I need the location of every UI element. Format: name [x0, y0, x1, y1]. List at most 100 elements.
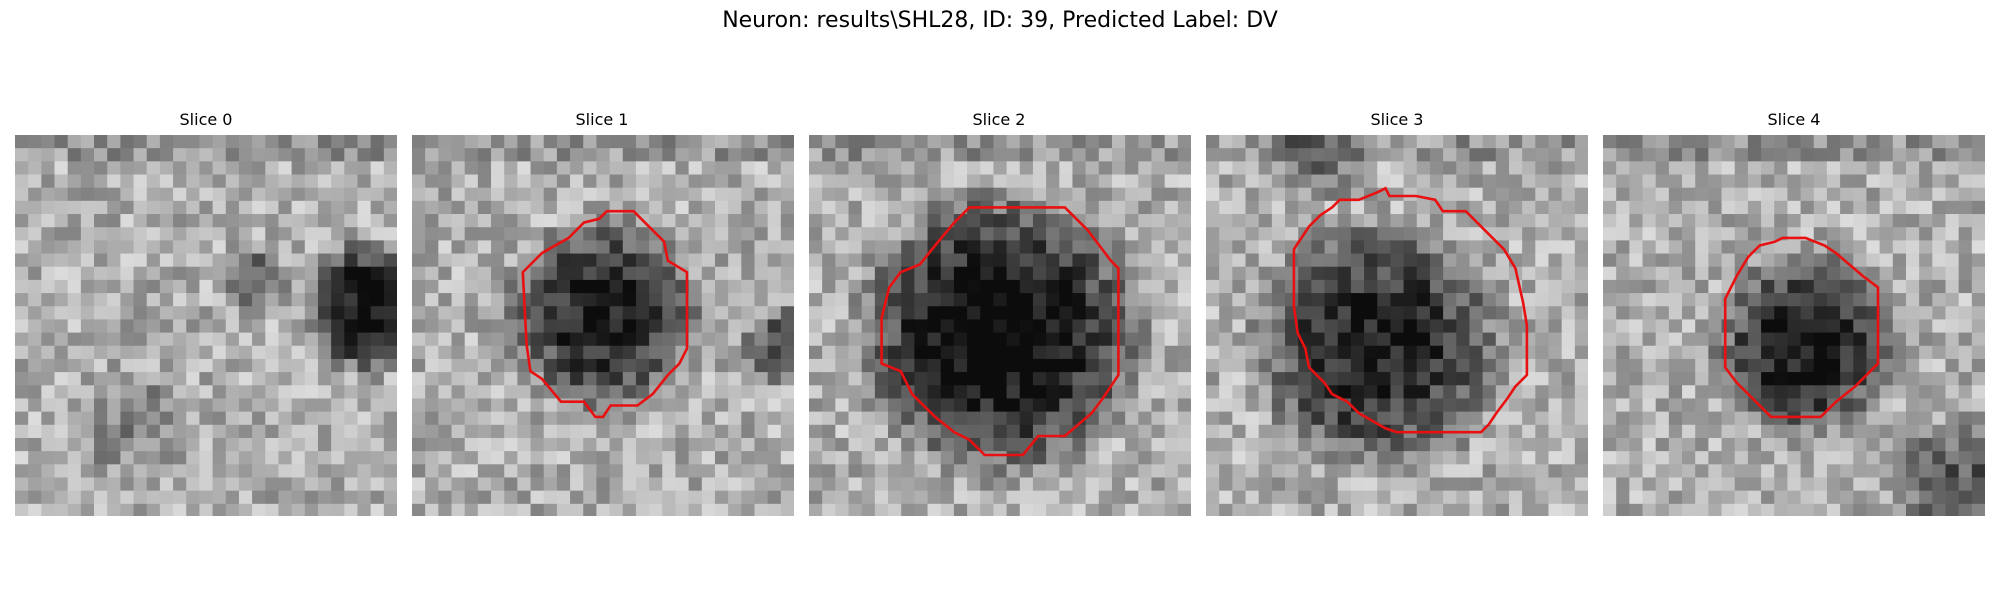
image-pixel — [238, 437, 253, 452]
image-pixel — [41, 358, 56, 373]
image-pixel — [159, 451, 174, 465]
image-pixel — [225, 161, 240, 176]
image-pixel — [1603, 293, 1617, 307]
image-pixel — [451, 358, 466, 373]
image-pixel — [477, 437, 492, 452]
image-pixel — [451, 437, 466, 452]
image-pixel — [901, 464, 915, 479]
image-pixel — [888, 332, 902, 347]
image-pixel — [835, 398, 850, 413]
image-pixel — [835, 332, 850, 347]
image-pixel — [199, 385, 214, 400]
image-pixel — [940, 174, 955, 189]
image-pixel — [67, 266, 82, 281]
image-pixel — [28, 240, 42, 255]
image-pixel — [1879, 200, 1894, 215]
image-pixel — [543, 345, 558, 360]
image-pixel — [1522, 490, 1536, 505]
image-pixel — [41, 135, 56, 149]
image-pixel — [357, 385, 372, 400]
image-pixel — [278, 200, 293, 215]
image-pixel — [1032, 464, 1047, 479]
image-pixel — [901, 437, 915, 452]
image-pixel — [1085, 214, 1100, 228]
image-pixel — [1905, 135, 1920, 149]
image-pixel — [1085, 503, 1100, 516]
image-pixel — [133, 372, 148, 386]
image-pixel — [809, 253, 823, 268]
image-pixel — [530, 266, 545, 281]
image-pixel — [1574, 266, 1588, 281]
image-pixel — [1561, 240, 1576, 255]
image-pixel — [848, 306, 863, 321]
image-pixel — [543, 358, 558, 373]
image-pixel — [1708, 279, 1723, 294]
image-pixel — [1708, 306, 1723, 321]
image-pixel — [425, 161, 439, 176]
image-pixel — [1682, 398, 1696, 413]
image-pixel — [1390, 200, 1405, 215]
image-pixel — [530, 332, 545, 347]
image-pixel — [357, 319, 372, 334]
image-pixel — [662, 437, 677, 452]
image-pixel — [107, 266, 121, 281]
image-pixel — [1813, 332, 1828, 347]
image-pixel — [754, 200, 769, 215]
image-pixel — [609, 135, 624, 149]
image-pixel — [861, 148, 876, 162]
image-pixel — [953, 135, 968, 149]
image-pixel — [1138, 372, 1153, 386]
image-pixel — [1072, 345, 1087, 360]
image-pixel — [1164, 464, 1179, 479]
image-pixel — [94, 214, 108, 228]
image-pixel — [464, 253, 479, 268]
image-pixel — [491, 174, 505, 189]
image-pixel — [28, 411, 42, 426]
image-pixel — [1932, 240, 1947, 255]
image-pixel — [291, 240, 306, 255]
image-pixel — [28, 477, 42, 492]
image-pixel — [967, 451, 981, 465]
image-pixel — [1603, 214, 1617, 228]
image-pixel — [1548, 490, 1563, 505]
image-pixel — [1443, 490, 1457, 505]
image-pixel — [1708, 319, 1723, 334]
image-pixel — [425, 293, 439, 307]
image-pixel — [1561, 227, 1576, 241]
image-pixel — [1311, 240, 1326, 255]
image-pixel — [1443, 279, 1457, 294]
image-pixel — [331, 135, 345, 149]
image-pixel — [1853, 214, 1868, 228]
image-pixel — [583, 345, 598, 360]
image-pixel — [291, 477, 306, 492]
image-pixel — [767, 345, 782, 360]
image-pixel — [1774, 372, 1789, 386]
image-pixel — [304, 398, 319, 413]
image-pixel — [1245, 161, 1260, 176]
image-pixel — [1734, 200, 1749, 215]
image-pixel — [556, 135, 571, 149]
image-pixel — [278, 490, 293, 505]
image-pixel — [1032, 503, 1047, 516]
image-pixel — [265, 319, 280, 334]
image-pixel — [1232, 411, 1247, 426]
image-pixel — [1761, 490, 1775, 505]
image-pixel — [649, 279, 663, 294]
image-pixel — [1603, 306, 1617, 321]
image-pixel — [1561, 477, 1576, 492]
image-pixel — [1708, 345, 1723, 360]
image-pixel — [1138, 227, 1153, 241]
image-pixel — [1853, 345, 1868, 360]
image-pixel — [901, 398, 915, 413]
image-pixel — [1138, 398, 1153, 413]
image-pixel — [741, 345, 756, 360]
image-pixel — [1945, 437, 1960, 452]
image-pixel — [993, 385, 1008, 400]
image-pixel — [1561, 161, 1576, 176]
image-pixel — [1151, 306, 1166, 321]
image-pixel — [1072, 148, 1087, 162]
image-pixel — [1866, 451, 1881, 465]
image-pixel — [491, 214, 505, 228]
image-pixel — [980, 266, 995, 281]
image-pixel — [41, 266, 56, 281]
